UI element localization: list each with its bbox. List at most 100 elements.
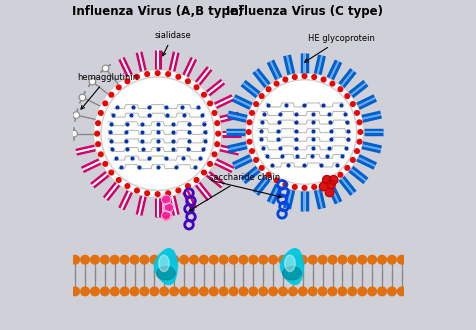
Circle shape: [387, 255, 396, 264]
Circle shape: [134, 188, 139, 193]
Circle shape: [397, 287, 405, 296]
Circle shape: [248, 287, 257, 296]
Circle shape: [189, 255, 198, 264]
Circle shape: [282, 182, 287, 187]
Circle shape: [194, 85, 198, 90]
Circle shape: [155, 71, 159, 76]
Circle shape: [337, 87, 342, 91]
Circle shape: [317, 287, 326, 296]
Circle shape: [282, 255, 301, 274]
Circle shape: [337, 255, 346, 264]
Circle shape: [354, 149, 358, 153]
Circle shape: [285, 259, 298, 271]
Circle shape: [258, 287, 267, 296]
Circle shape: [201, 92, 206, 97]
Circle shape: [179, 255, 188, 264]
Circle shape: [215, 142, 219, 147]
Text: sialidase: sialidase: [154, 31, 191, 56]
Circle shape: [248, 255, 257, 264]
Circle shape: [282, 77, 287, 82]
Circle shape: [209, 255, 218, 264]
Circle shape: [357, 139, 361, 144]
Circle shape: [326, 180, 335, 189]
Circle shape: [288, 255, 297, 264]
Circle shape: [266, 173, 270, 177]
Circle shape: [103, 162, 108, 166]
Circle shape: [110, 287, 119, 296]
Circle shape: [164, 203, 173, 212]
Circle shape: [298, 287, 307, 296]
Circle shape: [219, 287, 228, 296]
Circle shape: [73, 112, 79, 118]
Circle shape: [357, 130, 362, 134]
Circle shape: [161, 260, 170, 269]
Circle shape: [80, 287, 89, 296]
Polygon shape: [280, 249, 303, 284]
Circle shape: [317, 255, 326, 264]
Circle shape: [280, 254, 302, 276]
Circle shape: [166, 191, 170, 196]
Circle shape: [321, 77, 325, 82]
Circle shape: [357, 287, 366, 296]
Text: Influenza Virus (C type): Influenza Virus (C type): [226, 5, 382, 18]
Circle shape: [161, 211, 170, 220]
Text: HE glycoprotein: HE glycoprotein: [304, 34, 374, 62]
Circle shape: [145, 191, 149, 196]
Circle shape: [199, 255, 208, 264]
Circle shape: [321, 182, 325, 187]
Circle shape: [328, 176, 337, 184]
Circle shape: [354, 111, 358, 115]
Circle shape: [387, 287, 396, 296]
Circle shape: [166, 72, 170, 76]
Circle shape: [288, 262, 294, 268]
Circle shape: [311, 75, 316, 79]
Circle shape: [199, 287, 208, 296]
Text: saccharide chain: saccharide chain: [189, 173, 279, 211]
Circle shape: [325, 188, 333, 197]
Circle shape: [357, 120, 361, 125]
Circle shape: [80, 255, 89, 264]
Circle shape: [120, 255, 129, 264]
Circle shape: [209, 287, 218, 296]
Circle shape: [238, 287, 247, 296]
Circle shape: [344, 94, 349, 98]
Circle shape: [329, 81, 334, 86]
Circle shape: [95, 131, 99, 136]
Circle shape: [130, 287, 139, 296]
Circle shape: [100, 255, 109, 264]
Circle shape: [327, 287, 336, 296]
Circle shape: [347, 255, 356, 264]
Circle shape: [71, 287, 79, 296]
Circle shape: [298, 255, 307, 264]
Circle shape: [367, 287, 376, 296]
Circle shape: [245, 73, 363, 191]
Circle shape: [302, 185, 306, 190]
Circle shape: [185, 184, 190, 188]
Circle shape: [93, 69, 221, 198]
Circle shape: [110, 255, 119, 264]
Circle shape: [120, 287, 129, 296]
Circle shape: [337, 287, 346, 296]
Circle shape: [347, 287, 356, 296]
Circle shape: [159, 287, 168, 296]
Circle shape: [246, 130, 250, 134]
Circle shape: [169, 287, 178, 296]
Circle shape: [179, 287, 188, 296]
Text: hemagglutinin: hemagglutinin: [77, 73, 138, 109]
Circle shape: [247, 120, 251, 125]
Circle shape: [344, 166, 349, 170]
Circle shape: [318, 182, 327, 191]
Circle shape: [98, 152, 103, 157]
Polygon shape: [282, 267, 300, 280]
Circle shape: [238, 255, 247, 264]
Circle shape: [109, 92, 113, 97]
Circle shape: [71, 130, 77, 137]
Circle shape: [258, 255, 267, 264]
Circle shape: [327, 255, 336, 264]
Circle shape: [259, 166, 264, 170]
Circle shape: [176, 75, 180, 79]
Circle shape: [268, 287, 277, 296]
Circle shape: [274, 81, 278, 86]
Circle shape: [140, 287, 149, 296]
Circle shape: [163, 262, 169, 268]
